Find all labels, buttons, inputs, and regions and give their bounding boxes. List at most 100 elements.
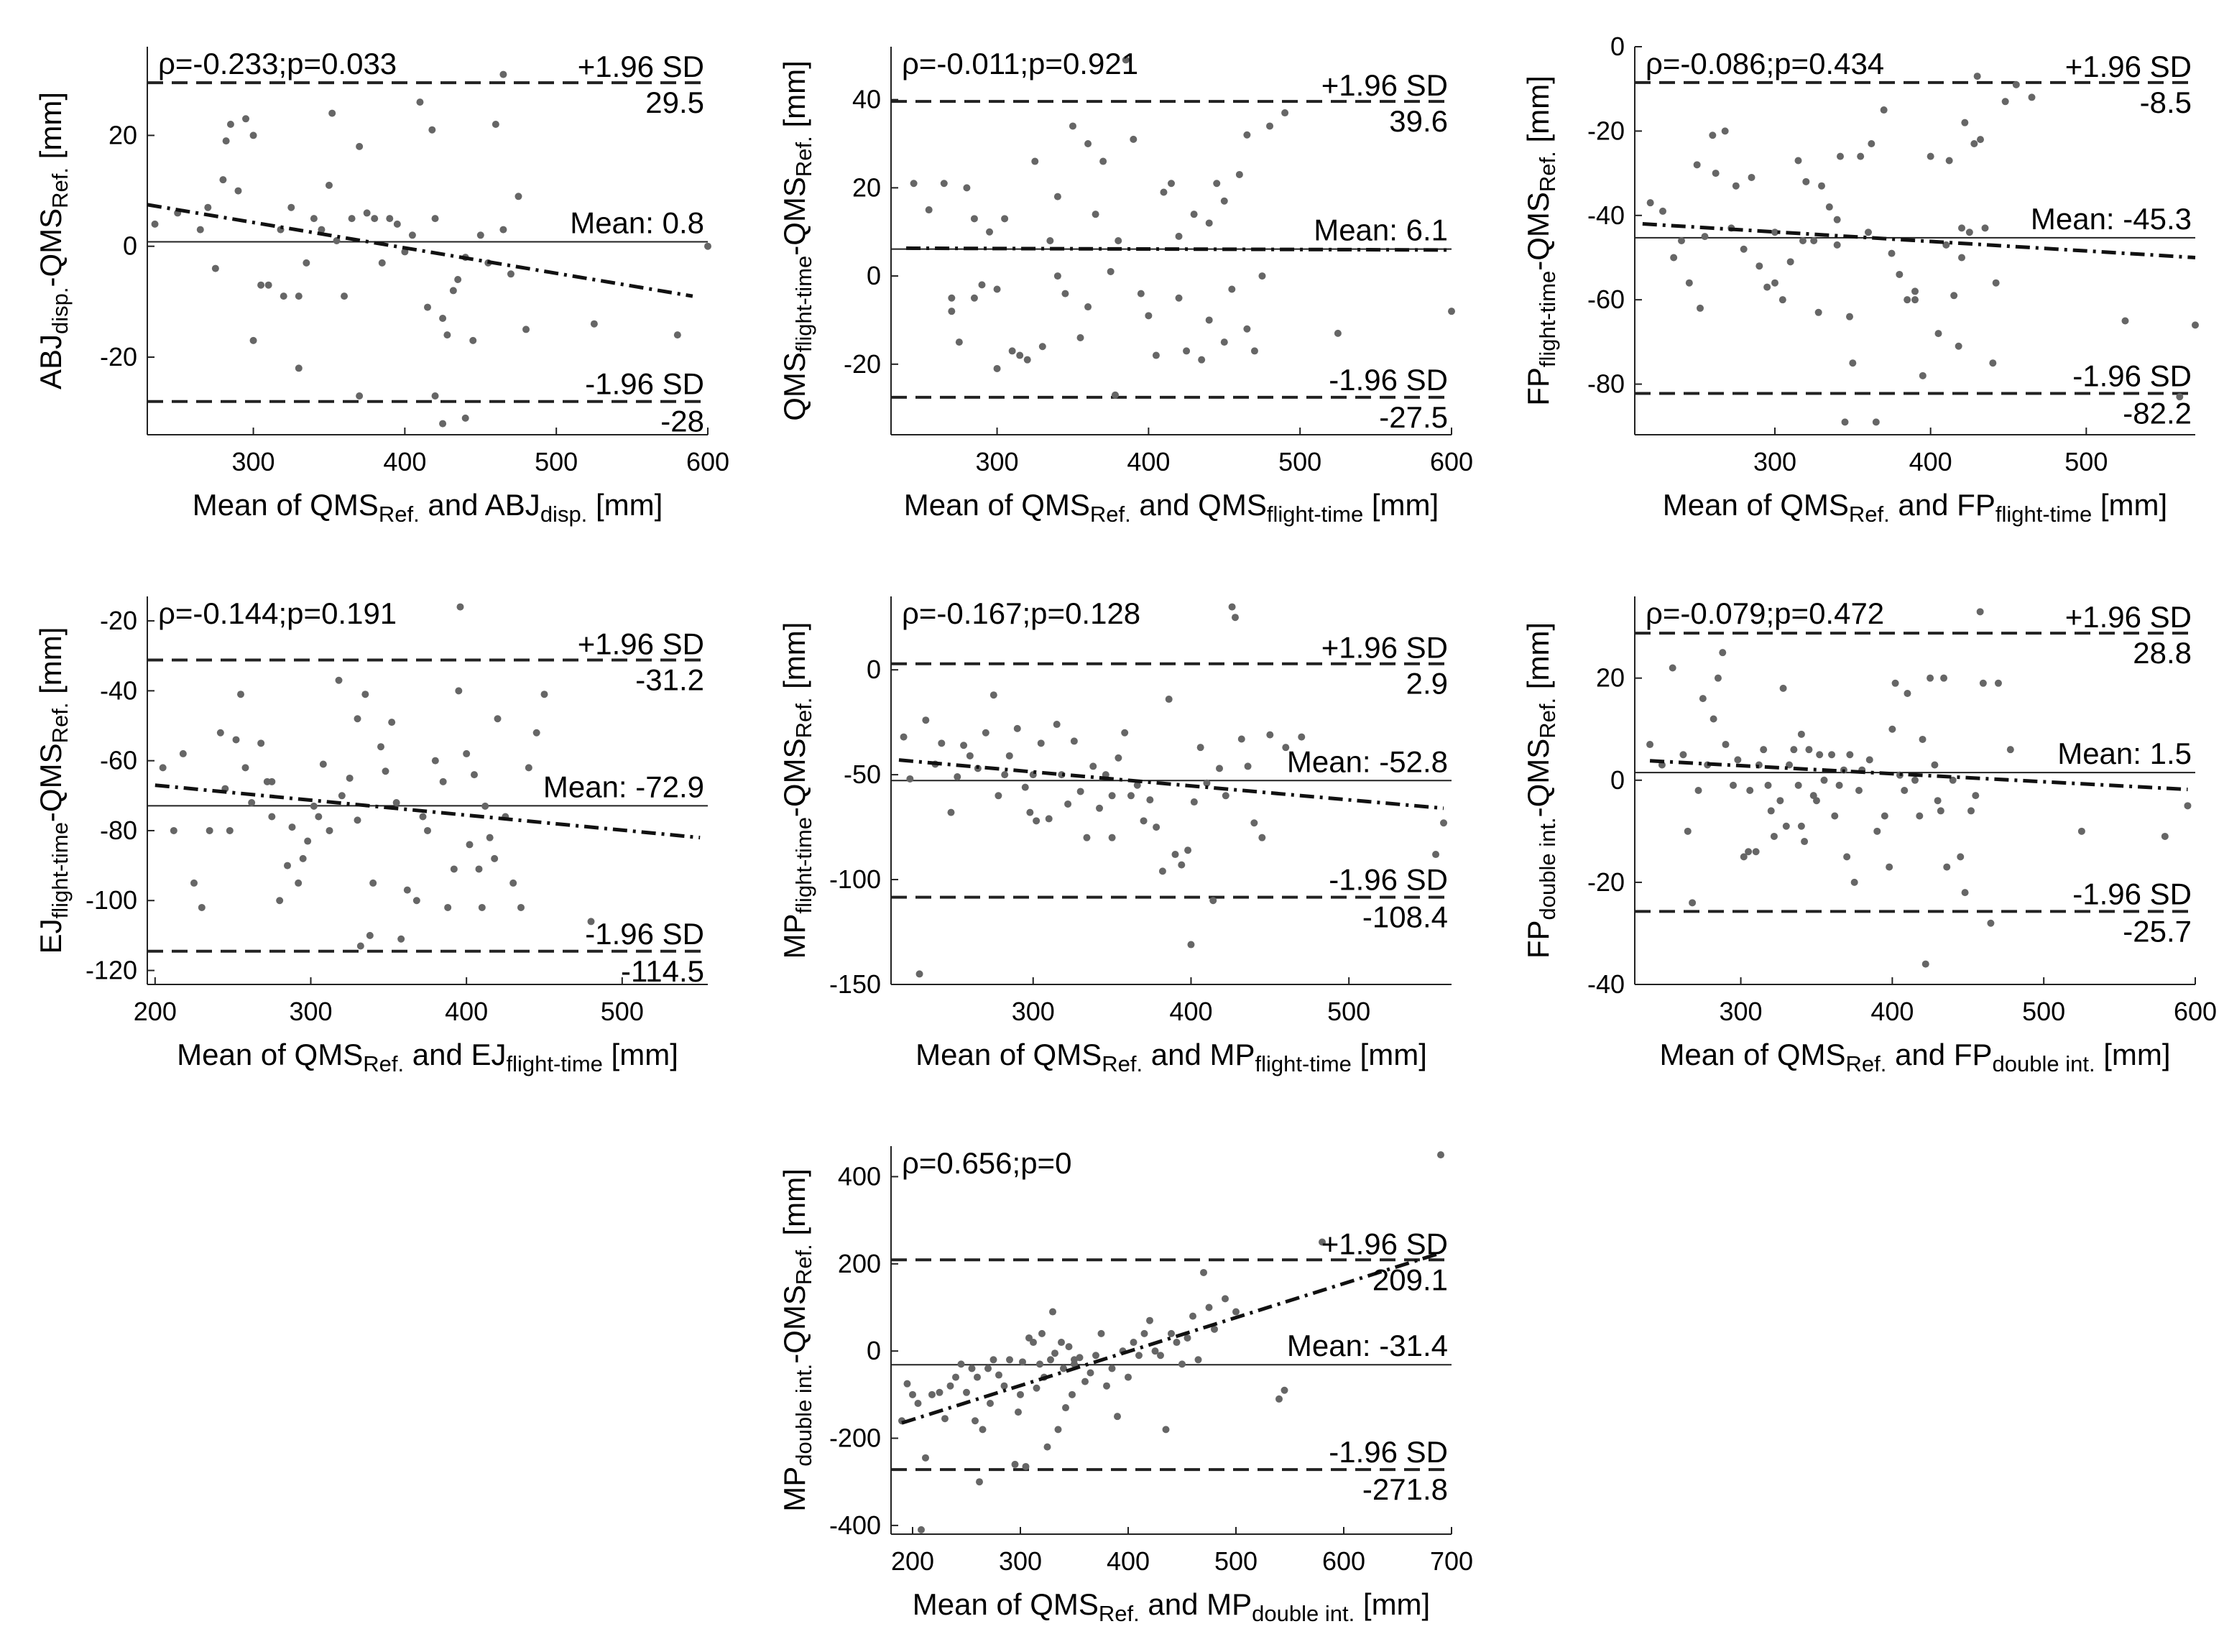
data-point — [264, 281, 272, 289]
panel-7: 200 300 400 500 600 700 -400 -200 0 200 400 ρ=0.656… — [778, 1146, 1473, 1626]
data-point — [469, 336, 477, 344]
data-point — [190, 879, 198, 887]
mean-label: Mean: 1.5 — [2057, 737, 2192, 770]
x-axis-title-part1: Mean of QMS — [913, 1587, 1099, 1621]
data-point — [1709, 131, 1717, 139]
data-point — [1114, 1413, 1121, 1421]
data-point — [1950, 292, 1958, 300]
x-axis-title-sub1: Ref. — [1099, 1601, 1140, 1626]
y-tick-label: -400 — [829, 1510, 881, 1540]
data-point — [1794, 781, 1802, 789]
data-point — [1888, 249, 1896, 257]
data-point — [1843, 853, 1851, 861]
data-point — [1006, 1356, 1013, 1364]
data-point — [1213, 180, 1221, 188]
x-axis-title-part1: Mean of QMS — [1663, 488, 1849, 522]
x-tick-label: 500 — [601, 997, 644, 1026]
correlation-label: ρ=-0.233;p=0.033 — [158, 47, 397, 80]
data-point — [532, 729, 540, 737]
data-point — [439, 420, 447, 428]
data-point — [963, 1388, 970, 1396]
data-point — [1023, 356, 1031, 364]
x-axis-title: Mean of QMSRef. and QMSflight-time [mm] — [904, 488, 1439, 527]
x-axis-title-part1: Mean of QMS — [904, 488, 1090, 522]
data-point — [1038, 1329, 1046, 1337]
data-point — [2028, 93, 2036, 101]
data-point — [1157, 1352, 1164, 1360]
data-point — [1820, 776, 1828, 784]
data-point — [346, 774, 354, 782]
data-point — [299, 854, 307, 862]
data-point — [936, 1388, 943, 1396]
y-axis-title-sub2: Ref. — [47, 703, 73, 744]
data-point — [268, 777, 276, 785]
data-point — [1237, 735, 1245, 743]
y-tick-label: -40 — [1587, 969, 1625, 999]
data-point — [963, 184, 971, 192]
data-point — [304, 837, 312, 845]
data-point — [1987, 919, 1995, 927]
data-point — [1130, 135, 1138, 143]
y-tick-label: 0 — [867, 655, 881, 684]
y-axis-title-sub1: flight-time — [791, 256, 816, 352]
data-point — [1053, 272, 1061, 280]
data-point — [1115, 754, 1122, 762]
y-axis-title-part1: MP — [778, 913, 811, 959]
y-tick-label: -20 — [1587, 867, 1625, 897]
data-point — [486, 834, 494, 841]
data-point — [1190, 798, 1198, 806]
data-point — [1814, 308, 1822, 316]
data-point — [974, 1373, 981, 1381]
data-point — [918, 1526, 925, 1533]
data-point — [540, 691, 548, 698]
data-point — [1108, 792, 1116, 800]
y-axis-title-part3: [mm] — [778, 1168, 811, 1244]
data-point — [1973, 73, 1981, 80]
data-point — [972, 1417, 979, 1425]
data-point — [1026, 808, 1034, 816]
data-point — [1970, 140, 1978, 147]
data-point — [1168, 180, 1175, 188]
data-point — [478, 903, 486, 911]
upper-sd-label: +1.96 SD — [1321, 68, 1448, 102]
data-point — [925, 206, 933, 214]
x-axis-title-part2: and ABJ — [420, 488, 540, 522]
data-point — [954, 773, 961, 781]
y-axis-title: QMSflight-time-QMSRef. [mm] — [778, 60, 816, 421]
y-tick-label: 20 — [852, 172, 881, 202]
data-point — [938, 739, 946, 747]
y-tick-label: -20 — [1587, 116, 1625, 145]
data-point — [1967, 807, 1975, 815]
x-tick-label: 200 — [134, 997, 177, 1026]
data-point — [431, 392, 439, 400]
y-axis-title-sub1: double int. — [791, 1364, 816, 1467]
y-axis-title-part3: [mm] — [1521, 622, 1555, 698]
data-point — [1981, 224, 1989, 232]
data-point — [952, 1373, 959, 1381]
data-point — [1776, 797, 1784, 805]
data-point — [1258, 834, 1266, 841]
data-point — [1013, 724, 1021, 732]
x-axis-title: Mean of QMSRef. and FPflight-time [mm] — [1663, 488, 2167, 527]
x-tick-label: 500 — [1327, 997, 1370, 1026]
x-axis-title-sub2: flight-time — [507, 1051, 603, 1076]
x-axis-title-sub2: flight-time — [1995, 502, 2092, 527]
data-point — [590, 320, 598, 328]
data-point — [280, 292, 287, 300]
x-tick-label: 600 — [686, 447, 729, 476]
data-point — [2161, 832, 2169, 840]
data-point — [1846, 313, 1853, 320]
data-point — [1880, 106, 1888, 114]
x-tick-label: 500 — [1214, 1546, 1258, 1576]
x-axis-title-sub1: Ref. — [1846, 1051, 1887, 1076]
data-point — [987, 1399, 994, 1407]
y-axis-title-part3: [mm] — [778, 60, 811, 136]
upper-sd-value: -31.2 — [635, 663, 704, 697]
upper-sd-label: +1.96 SD — [1321, 631, 1448, 665]
data-point — [494, 715, 502, 723]
data-point — [1244, 762, 1252, 770]
data-point — [1092, 211, 1099, 218]
data-point — [1205, 316, 1213, 324]
data-point — [1168, 1329, 1175, 1337]
data-point — [1721, 127, 1729, 135]
